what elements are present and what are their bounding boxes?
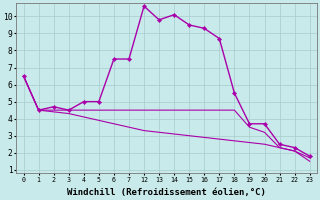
X-axis label: Windchill (Refroidissement éolien,°C): Windchill (Refroidissement éolien,°C) (67, 188, 266, 197)
